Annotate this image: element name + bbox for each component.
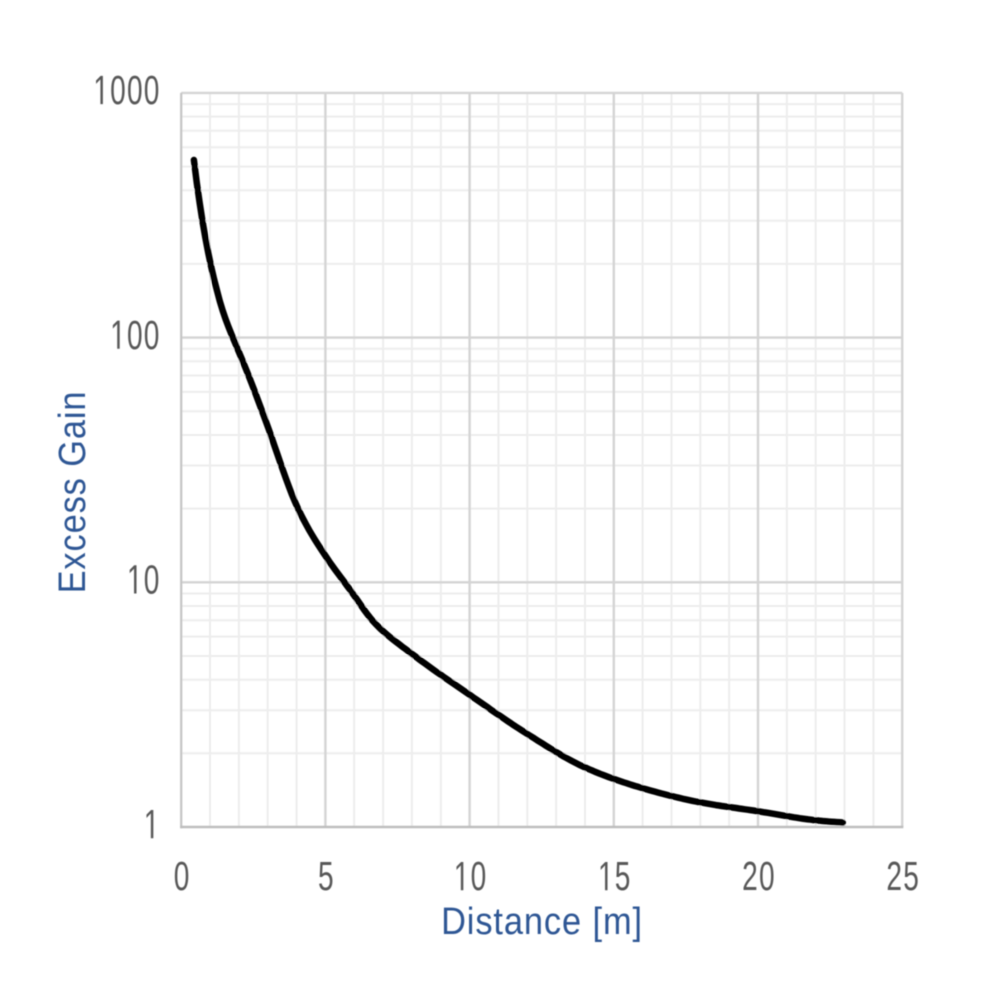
svg-text:0: 0 [144,313,160,359]
svg-text:0: 0 [127,313,143,359]
svg-text:0: 0 [144,68,160,114]
svg-text:2: 2 [886,854,902,900]
svg-text:5: 5 [903,854,919,900]
svg-text:0: 0 [471,854,487,900]
svg-text:Excess Gain: Excess Gain [50,391,93,594]
svg-text:0: 0 [759,854,775,900]
svg-text:0: 0 [174,854,190,900]
svg-text:0: 0 [144,557,160,603]
svg-text:5: 5 [318,854,334,900]
svg-text:5: 5 [615,854,631,900]
svg-text:0: 0 [110,68,126,114]
svg-text:2: 2 [742,854,758,900]
svg-text:0: 0 [127,68,143,114]
svg-text:Distance [m]: Distance [m] [441,899,643,942]
